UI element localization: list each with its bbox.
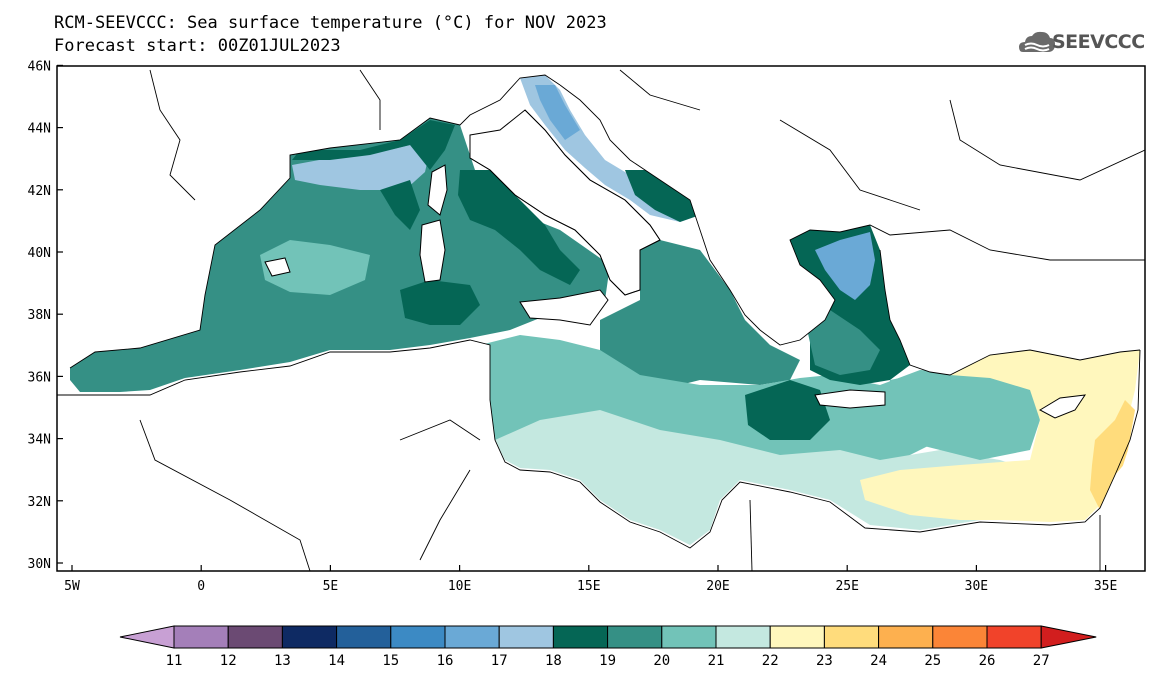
lon-tick-label: 25E: [835, 579, 858, 594]
sst-levantine-23: [860, 350, 1140, 522]
colorbar-lower-triangle: [119, 625, 175, 649]
colorbar-label: 25: [924, 653, 941, 669]
land-turkey: [880, 245, 1145, 375]
lat-tick-label: 46N: [28, 59, 51, 74]
colorbar-label: 17: [491, 653, 508, 669]
lat-tick-label: 38N: [28, 308, 51, 323]
colorbar-swatch: [986, 625, 1042, 649]
forecast-start-subtitle: Forecast start: 00Z01JUL2023: [54, 36, 341, 56]
colorbar-label: 22: [762, 653, 779, 669]
sst-aegean-17: [815, 232, 875, 300]
land-sicily: [519, 289, 609, 326]
coastline-borders: [57, 69, 1145, 571]
colorbar-swatch: [281, 625, 338, 649]
sst-gulf-lion-19: [292, 120, 455, 170]
land-corsica: [427, 164, 448, 216]
colorbar-swatch: [336, 625, 392, 649]
sst-south-sardinia-19: [400, 280, 480, 325]
colorbar-label: 21: [708, 653, 725, 669]
colorbar-swatch: [498, 625, 554, 649]
latitude-axis: 30N 32N 34N 36N 38N 40N 42N 44N 46N: [28, 59, 63, 572]
sst-balearic-21: [260, 240, 370, 295]
lon-tick-label: 5E: [323, 579, 339, 594]
sst-cretan-19: [745, 380, 830, 440]
colorbar-label: 26: [979, 653, 996, 669]
sst-south-adriatic-19: [625, 170, 700, 222]
lon-tick-label: 15E: [577, 579, 600, 594]
land-sardinia: [419, 219, 446, 283]
colorbar-swatch: [607, 625, 663, 649]
lat-tick-label: 36N: [28, 370, 51, 385]
lat-tick-label: 40N: [28, 246, 51, 261]
lat-tick-label: 42N: [28, 184, 51, 199]
colorbar-swatch: [823, 625, 880, 649]
colorbar-label: 20: [653, 653, 670, 669]
lon-tick-label: 30E: [965, 579, 988, 594]
colorbar-swatch: [444, 625, 500, 649]
colorbar-swatch: [878, 625, 934, 649]
land-greece-balkans: [560, 70, 1145, 345]
land-north-africa: [57, 340, 1145, 571]
sst-libyan-22: [495, 410, 1030, 545]
lat-tick-label: 30N: [28, 557, 51, 572]
lon-tick-label: 10E: [448, 579, 471, 594]
sst-tyrrhenian-19: [458, 170, 580, 285]
sst-corsica-19: [380, 180, 420, 230]
sst-adriatic-17: [535, 85, 580, 140]
lon-tick-label: 0: [197, 579, 205, 594]
colorbar-label: 18: [545, 653, 562, 669]
colorbar-swatch: [661, 625, 717, 649]
seevccc-logo-text: SEEVCCC: [1052, 31, 1145, 53]
lat-tick-label: 34N: [28, 433, 51, 448]
sst-ionian-20: [600, 240, 800, 390]
colorbar-label: 13: [274, 653, 291, 669]
colorbar-swatch: [173, 625, 229, 649]
colorbar-swatch: [715, 625, 771, 649]
lon-tick-label: 35E: [1094, 579, 1117, 594]
colorbar-swatch: [769, 625, 825, 649]
colorbar-label: 11: [166, 653, 183, 669]
land-mallorca: [264, 257, 291, 277]
colorbar-label: 27: [1033, 653, 1050, 669]
colorbar-label: 19: [599, 653, 616, 669]
sst-ligurian-18: [292, 145, 430, 190]
sea-temperature-field: [57, 66, 1145, 571]
sst-aegean-20: [805, 310, 880, 375]
land-cyprus: [1038, 394, 1087, 419]
colorbar-label: 16: [437, 653, 454, 669]
colorbar-label: 12: [220, 653, 237, 669]
sst-levantine-24: [1090, 400, 1135, 510]
colorbar-swatch: [552, 625, 609, 649]
lat-tick-label: 44N: [28, 122, 51, 137]
map-title: RCM-SEEVCCC: Sea surface temperature (°C…: [54, 13, 607, 33]
colorbar-upper-triangle: [1040, 625, 1097, 649]
colorbar-label: 15: [382, 653, 399, 669]
lat-tick-label: 32N: [28, 495, 51, 510]
colorbar-swatch: [390, 625, 446, 649]
land-europe-north: [57, 66, 1145, 370]
colorbar-label: 24: [870, 653, 887, 669]
land-crete: [814, 389, 886, 409]
colorbar-label: 23: [816, 653, 833, 669]
lon-tick-label: 20E: [706, 579, 729, 594]
colorbar-swatch: [932, 625, 988, 649]
longitude-axis: 5W 0 5E 10E 15E 20E 25E 30E 35E: [64, 565, 1117, 594]
map-frame: [56, 65, 1146, 572]
lon-tick-label: 5W: [64, 579, 80, 594]
land-levant: [1130, 350, 1145, 460]
colorbar-swatch: [227, 625, 283, 649]
sst-levantine-21: [880, 365, 1040, 460]
colorbar-legend: 11 12 13 14 15 16 17 18 19 20 21 22 23 24 25 26 27: [119, 625, 1097, 669]
colorbar-label: 14: [328, 653, 345, 669]
cloud-icon: [1019, 31, 1055, 52]
